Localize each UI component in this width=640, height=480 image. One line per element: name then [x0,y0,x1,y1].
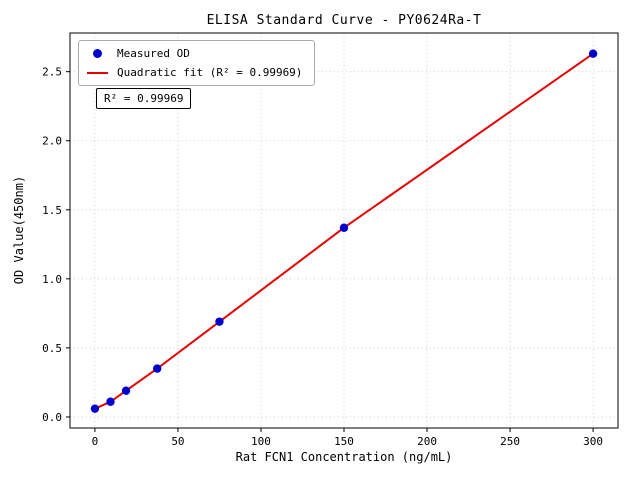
data-point-marker [121,386,131,395]
legend-label-measured-od: Measured OD [117,47,190,60]
y-tick-label: 0.5 [42,342,62,355]
x-tick-label: 300 [583,435,603,448]
x-tick-label: 250 [500,435,520,448]
x-tick-label: 50 [171,435,184,448]
x-tick-label: 0 [92,435,99,448]
data-point-marker [215,317,224,326]
y-tick-label: 2.5 [42,66,62,79]
data-point-marker [339,223,349,232]
legend-item-measured-od: Measured OD [87,47,302,60]
y-tick-label: 1.5 [42,204,62,217]
legend-label-quadratic-fit: Quadratic fit (R² = 0.99969) [117,66,303,79]
data-point-marker [152,364,162,373]
legend-item-quadratic-fit: Quadratic fit (R² = 0.99969) [87,66,302,79]
x-axis-label: Rat FCN1 Concentration (ng/mL) [235,450,453,464]
r-squared-annotation: R² = 0.99969 [96,88,192,109]
x-tick-label: 100 [251,435,271,448]
measured-od-marker-icon [93,49,102,58]
data-point-marker [106,397,115,406]
chart-title: ELISA Standard Curve - PY0624Ra-T [206,13,482,28]
gridlines [70,33,618,428]
y-tick-label: 1.0 [42,273,62,286]
y-axis-label: OD Value(450nm) [12,175,26,285]
x-tick-label: 150 [334,435,354,448]
axis-tick-labels: 0 50 100 150 200 250 300 0.0 0.5 1.0 1.5 2.0 2.5 [42,66,603,448]
y-tick-label: 2.0 [42,135,62,148]
quadratic-fit-line-icon [87,71,108,74]
axis-ticks [66,71,594,432]
measured-od-points [90,49,598,413]
data-point-marker [90,404,100,413]
x-tick-label: 200 [417,435,437,448]
legend: Measured OD Quadratic fit (R² = 0.99969) [78,40,316,86]
data-point-marker [588,49,598,58]
y-tick-label: 0.0 [42,411,62,424]
